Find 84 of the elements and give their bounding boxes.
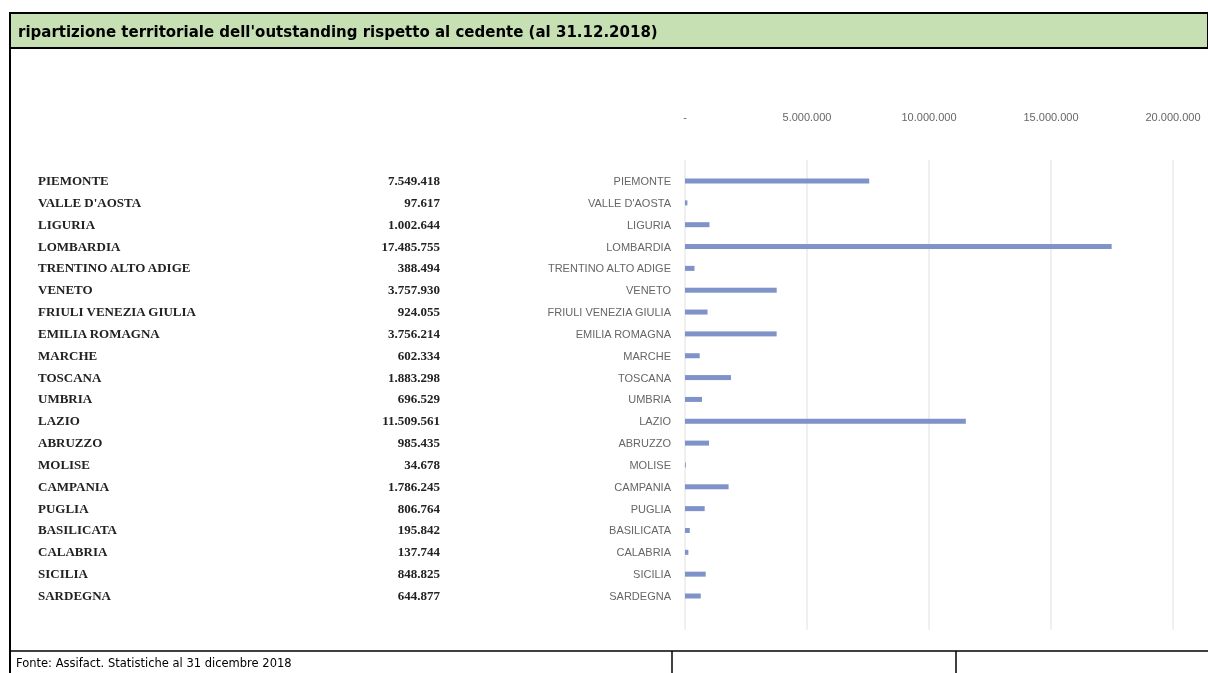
data-label: 602.334 — [397, 347, 441, 363]
bar — [685, 440, 710, 446]
bar — [685, 309, 708, 315]
y-tick-label: TOSCANA — [618, 371, 672, 384]
category-label: UMBRIA — [38, 391, 93, 407]
y-tick-label: PUGLIA — [630, 502, 672, 515]
data-label: 3.756.214 — [388, 325, 441, 341]
data-label: 97.617 — [404, 194, 441, 210]
bar — [685, 222, 710, 228]
bar — [685, 418, 966, 424]
data-label: 17.485.755 — [381, 238, 441, 254]
data-label: 1.786.245 — [388, 478, 441, 494]
category-label: PIEMONTE — [38, 173, 109, 188]
category-label: CALABRIA — [38, 544, 108, 560]
category-label: TOSCANA — [38, 369, 102, 385]
bar — [685, 593, 701, 599]
source-note: Fonte: Assifact. Statistiche al 31 dicembre 2018 — [16, 656, 292, 670]
category-label: VALLE D'AOSTA — [38, 194, 142, 210]
y-tick-label: VALLE D'AOSTA — [588, 196, 672, 209]
x-tick-label: - — [683, 111, 688, 123]
data-label: 985.435 — [397, 435, 441, 451]
bar — [685, 375, 731, 381]
category-label: ABRUZZO — [38, 435, 103, 451]
category-label: MOLISE — [38, 456, 91, 472]
bar — [685, 353, 700, 359]
y-tick-label: MOLISE — [629, 458, 671, 471]
data-label: 34.678 — [404, 456, 441, 472]
data-label: 11.509.561 — [382, 413, 440, 429]
data-label: 924.055 — [397, 304, 441, 320]
bar — [685, 287, 777, 293]
x-tick-label: 5.000.000 — [782, 111, 832, 123]
category-label: SARDEGNA — [38, 588, 111, 603]
y-tick-label: EMILIA ROMAGNA — [575, 327, 672, 340]
data-label: 806.764 — [397, 500, 441, 516]
data-label: 3.757.930 — [388, 282, 440, 298]
bar — [685, 265, 695, 271]
y-tick-label: BASILICATA — [609, 524, 672, 537]
data-label: 137.744 — [397, 544, 441, 560]
category-label: PUGLIA — [38, 500, 89, 516]
y-tick-label: FRIULI VENEZIA GIULIA — [547, 306, 672, 319]
text: ripartizione territoriale dell'outstanding rispetto al cedente (al 31.12.2018) — [18, 23, 658, 41]
data-label: 1.883.298 — [388, 369, 441, 385]
y-tick-label: LOMBARDIA — [606, 240, 672, 253]
x-tick-label: 15.000.000 — [1023, 111, 1079, 123]
y-tick-label: UMBRIA — [628, 393, 672, 406]
y-tick-label: SICILIA — [633, 568, 672, 581]
category-label: LAZIO — [38, 413, 80, 429]
bar — [685, 484, 729, 490]
data-label: 696.529 — [397, 391, 441, 407]
data-label: 848.825 — [397, 566, 441, 582]
data-label: 7.549.418 — [388, 173, 441, 188]
data-label: 1.002.644 — [388, 216, 441, 232]
category-label: LOMBARDIA — [38, 238, 121, 254]
y-tick-label: PIEMONTE — [613, 175, 671, 187]
category-label: MARCHE — [38, 347, 98, 363]
y-tick-label: MARCHE — [623, 349, 671, 362]
y-tick-label: TRENTINO ALTO ADIGE — [547, 262, 671, 275]
bar — [685, 178, 870, 184]
data-label: 195.842 — [397, 522, 440, 538]
bar — [685, 527, 690, 533]
bar — [685, 396, 702, 402]
category-label: SICILIA — [38, 566, 88, 582]
x-tick-label: 10.000.000 — [901, 111, 957, 123]
category-label: FRIULI VENEZIA GIULIA — [38, 304, 196, 320]
category-label: TRENTINO ALTO ADIGE — [38, 260, 191, 276]
y-tick-label: CALABRIA — [616, 546, 672, 559]
category-label: EMILIA ROMAGNA — [38, 325, 160, 341]
bar — [685, 331, 777, 337]
y-tick-label: SARDEGNA — [609, 590, 672, 602]
y-tick-label: VENETO — [625, 284, 672, 297]
category-label: LIGURIA — [38, 216, 96, 232]
category-label: CAMPANIA — [38, 478, 110, 494]
y-tick-label: CAMPANIA — [614, 480, 672, 493]
bar — [685, 571, 706, 577]
category-label: BASILICATA — [38, 522, 117, 538]
bar — [685, 244, 1112, 250]
x-tick-label: 20.000.000 — [1145, 111, 1201, 123]
y-tick-label: LIGURIA — [626, 218, 672, 231]
data-label: 388.494 — [397, 260, 441, 276]
category-label: VENETO — [38, 282, 93, 298]
y-tick-label: LAZIO — [639, 415, 672, 428]
y-tick-label: ABRUZZO — [618, 437, 672, 450]
data-label: 644.877 — [397, 588, 441, 603]
bar — [685, 506, 705, 512]
